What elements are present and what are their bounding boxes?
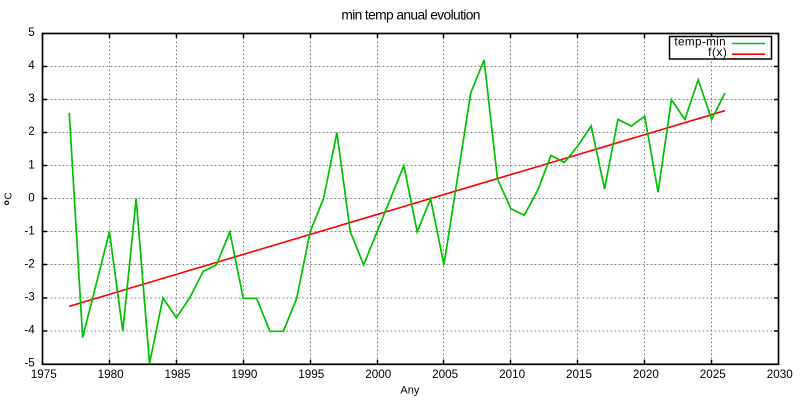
svg-text:0: 0: [28, 191, 35, 204]
svg-text:-3: -3: [24, 290, 34, 303]
svg-text:2000: 2000: [365, 368, 392, 381]
svg-text:2005: 2005: [432, 368, 459, 381]
svg-text:1995: 1995: [298, 368, 325, 381]
svg-text:-4: -4: [24, 324, 35, 337]
svg-text:3: 3: [28, 92, 35, 105]
svg-text:2010: 2010: [499, 368, 526, 381]
svg-text:1975: 1975: [31, 368, 58, 381]
svg-text:f(x): f(x): [708, 46, 727, 59]
svg-text:Any: Any: [400, 385, 419, 397]
svg-text:1985: 1985: [164, 368, 191, 381]
svg-text:4: 4: [28, 59, 35, 72]
svg-text:min temp anual evolution: min temp anual evolution: [341, 7, 480, 22]
svg-text:-5: -5: [24, 357, 35, 370]
svg-text:2020: 2020: [633, 368, 660, 381]
svg-text:-1: -1: [24, 224, 34, 237]
svg-text:2015: 2015: [566, 368, 593, 381]
svg-text:-2: -2: [24, 257, 34, 270]
svg-text:1: 1: [28, 158, 35, 171]
svg-text:1980: 1980: [98, 368, 125, 381]
svg-text:5: 5: [28, 26, 35, 39]
svg-text:temp-min: temp-min: [674, 36, 726, 49]
svg-text:2: 2: [28, 125, 35, 138]
svg-text:1990: 1990: [231, 368, 258, 381]
svg-text:2030: 2030: [767, 368, 794, 381]
svg-text:2025: 2025: [700, 368, 727, 381]
svg-text:C: C: [4, 192, 15, 200]
